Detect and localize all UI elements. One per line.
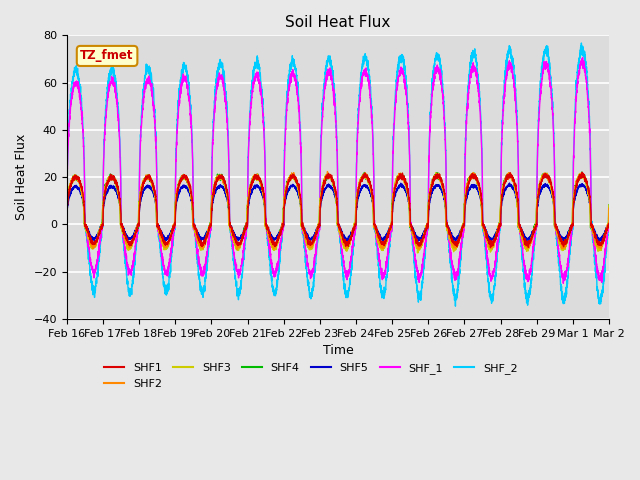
SHF5 bbox=[605, 221, 612, 227]
SHF_1 bbox=[317, 132, 325, 137]
SHF5 bbox=[415, 238, 422, 244]
SHF3 bbox=[605, 208, 612, 214]
SHF3 bbox=[63, 202, 70, 207]
SHF3 bbox=[605, 202, 613, 208]
SHF4 bbox=[578, 169, 586, 175]
Y-axis label: Soil Heat Flux: Soil Heat Flux bbox=[15, 134, 28, 220]
SHF4 bbox=[605, 202, 613, 207]
SHF4 bbox=[161, 240, 168, 246]
Line: SHF_1: SHF_1 bbox=[67, 58, 609, 283]
SHF1 bbox=[605, 222, 612, 228]
SHF2 bbox=[324, 168, 332, 174]
SHF_2 bbox=[605, 225, 613, 230]
SHF2 bbox=[429, 175, 437, 180]
SHF_1 bbox=[161, 267, 168, 273]
SHF5 bbox=[506, 180, 513, 186]
Line: SHF_2: SHF_2 bbox=[67, 43, 609, 306]
SHF4 bbox=[605, 214, 612, 219]
SHF1 bbox=[486, 245, 494, 251]
Legend: SHF1, SHF2, SHF3, SHF4, SHF5, SHF_1, SHF_2: SHF1, SHF2, SHF3, SHF4, SHF5, SHF_1, SHF… bbox=[99, 359, 522, 393]
SHF_1 bbox=[559, 280, 567, 286]
SHF2 bbox=[63, 205, 70, 211]
SHF2 bbox=[605, 221, 612, 227]
SHF5 bbox=[490, 234, 498, 240]
SHF_2 bbox=[605, 225, 612, 231]
SHF_1 bbox=[605, 228, 612, 234]
SHF5 bbox=[429, 186, 437, 192]
SHF3 bbox=[490, 242, 498, 248]
Text: TZ_fmet: TZ_fmet bbox=[81, 49, 134, 62]
SHF_2 bbox=[452, 303, 460, 309]
SHF_2 bbox=[577, 40, 585, 46]
SHF1 bbox=[605, 220, 613, 226]
SHF1 bbox=[490, 237, 498, 242]
Line: SHF5: SHF5 bbox=[67, 183, 609, 241]
SHF4 bbox=[451, 246, 459, 252]
SHF4 bbox=[429, 176, 437, 182]
SHF_1 bbox=[579, 55, 586, 60]
SHF3 bbox=[429, 176, 437, 182]
SHF1 bbox=[579, 169, 586, 175]
SHF3 bbox=[460, 220, 467, 226]
Line: SHF2: SHF2 bbox=[67, 171, 609, 250]
SHF1 bbox=[460, 224, 467, 230]
SHF2 bbox=[490, 238, 498, 244]
SHF_1 bbox=[63, 221, 70, 227]
SHF2 bbox=[605, 206, 613, 212]
SHF5 bbox=[161, 235, 168, 241]
SHF5 bbox=[317, 198, 325, 204]
SHF3 bbox=[317, 186, 325, 192]
SHF_2 bbox=[63, 221, 70, 227]
Line: SHF4: SHF4 bbox=[67, 172, 609, 249]
SHF2 bbox=[318, 188, 326, 194]
SHF_1 bbox=[605, 222, 613, 228]
SHF3 bbox=[413, 250, 421, 256]
SHF_2 bbox=[161, 279, 168, 285]
SHF4 bbox=[490, 240, 498, 246]
SHF3 bbox=[505, 170, 513, 176]
Title: Soil Heat Flux: Soil Heat Flux bbox=[285, 15, 390, 30]
SHF_2 bbox=[429, 67, 437, 73]
SHF3 bbox=[161, 247, 168, 252]
SHF1 bbox=[317, 192, 325, 198]
SHF_1 bbox=[429, 80, 437, 85]
SHF_2 bbox=[460, 228, 467, 233]
SHF4 bbox=[460, 222, 467, 228]
SHF4 bbox=[317, 189, 325, 194]
SHF5 bbox=[63, 213, 70, 219]
SHF5 bbox=[460, 223, 467, 228]
SHF_1 bbox=[490, 268, 498, 274]
SHF1 bbox=[161, 239, 168, 244]
SHF2 bbox=[460, 222, 467, 228]
SHF2 bbox=[161, 241, 168, 247]
SHF2 bbox=[233, 247, 241, 252]
Line: SHF1: SHF1 bbox=[67, 172, 609, 248]
SHF1 bbox=[429, 178, 437, 183]
SHF_2 bbox=[490, 287, 498, 292]
SHF1 bbox=[63, 220, 70, 226]
SHF4 bbox=[63, 203, 70, 208]
SHF_1 bbox=[460, 228, 467, 234]
Line: SHF3: SHF3 bbox=[67, 173, 609, 253]
SHF5 bbox=[605, 213, 613, 218]
X-axis label: Time: Time bbox=[323, 344, 353, 357]
SHF_2 bbox=[317, 120, 325, 125]
